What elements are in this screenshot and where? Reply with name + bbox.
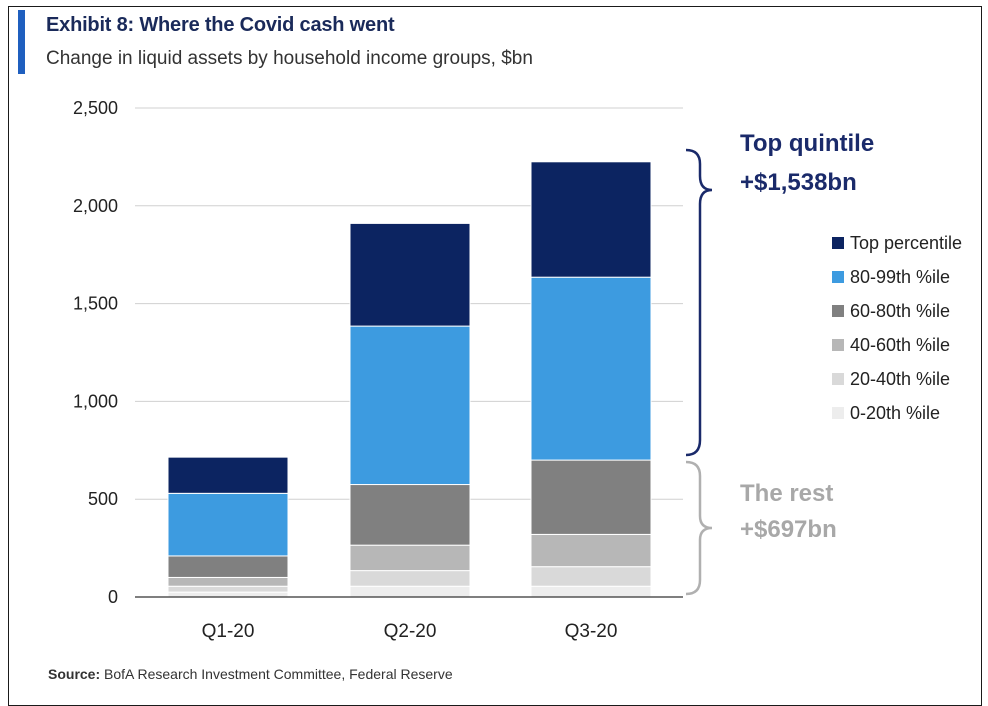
bar-segment-q2-20-series-1 <box>349 570 471 587</box>
y-axis-ticks: 0 500 1,000 1,500 2,000 2,500 <box>73 98 118 607</box>
bar-segment-q3-20-series-4 <box>530 276 652 461</box>
x-tick-label: Q3-20 <box>565 621 618 642</box>
bar-segment-q3-20-series-0 <box>530 585 652 598</box>
legend-swatch <box>832 407 844 419</box>
legend-label: 80-99th %ile <box>850 267 950 287</box>
bar-segment-q3-20-series-3 <box>530 459 652 535</box>
source-text: BofA Research Investment Committee, Fede… <box>104 666 453 682</box>
the-rest-value: +$697bn <box>740 516 837 543</box>
y-tick-label: 1,000 <box>73 391 118 411</box>
x-tick-label: Q2-20 <box>384 621 437 642</box>
top-quintile-label: Top quintile <box>740 130 874 157</box>
legend-swatch <box>832 373 844 385</box>
chart-title: Exhibit 8: Where the Covid cash went <box>46 14 395 36</box>
bar-segment-q2-20-series-0 <box>349 585 471 598</box>
source-note: Source: BofA Research Investment Committ… <box>48 666 453 682</box>
bar-segment-q2-20-series-5 <box>349 222 471 327</box>
source-label: Source: <box>48 666 101 682</box>
bar-segment-q1-20-series-1 <box>167 585 289 593</box>
bar-segment-q1-20-series-5 <box>167 456 289 494</box>
legend-swatch <box>832 305 844 317</box>
y-tick-label: 1,500 <box>73 294 118 314</box>
the-rest-brace <box>685 460 713 596</box>
bar-segment-q2-20-series-2 <box>349 544 471 572</box>
legend-label: Top percentile <box>850 233 962 253</box>
chart-subtitle: Change in liquid assets by household inc… <box>46 48 533 69</box>
bar-segment-q2-20-series-3 <box>349 484 471 546</box>
legend-label: 40-60th %ile <box>850 335 950 355</box>
y-tick-label: 2,000 <box>73 196 118 216</box>
y-tick-label: 2,500 <box>73 98 118 118</box>
y-tick-label: 500 <box>88 489 118 509</box>
bar-segment-q2-20-series-4 <box>349 325 471 486</box>
top-quintile-value: +$1,538bn <box>740 169 857 196</box>
legend-label: 0-20th %ile <box>850 403 940 423</box>
bars <box>167 161 652 598</box>
legend-label: 60-80th %ile <box>850 301 950 321</box>
bar-segment-q1-20-series-4 <box>167 492 289 557</box>
legend: Top percentile 80-99th %ile 60-80th %ile 40… <box>832 233 962 423</box>
bar-segment-q1-20-series-3 <box>167 555 289 578</box>
legend-label: 20-40th %ile <box>850 369 950 389</box>
legend-swatch <box>832 339 844 351</box>
legend-swatch <box>832 271 844 283</box>
bar-segment-q1-20-series-2 <box>167 576 289 587</box>
x-axis-ticks: Q1-20 Q2-20 Q3-20 <box>202 621 618 642</box>
top-quintile-brace <box>685 148 713 457</box>
bar-segment-q3-20-series-2 <box>530 533 652 568</box>
bar-segment-q3-20-series-1 <box>530 566 652 587</box>
bar-segment-q3-20-series-5 <box>530 161 652 278</box>
y-tick-label: 0 <box>108 587 118 607</box>
legend-swatch <box>832 237 844 249</box>
the-rest-label: The rest <box>740 480 833 507</box>
x-tick-label: Q1-20 <box>202 621 255 642</box>
title-accent-bar <box>18 10 25 74</box>
